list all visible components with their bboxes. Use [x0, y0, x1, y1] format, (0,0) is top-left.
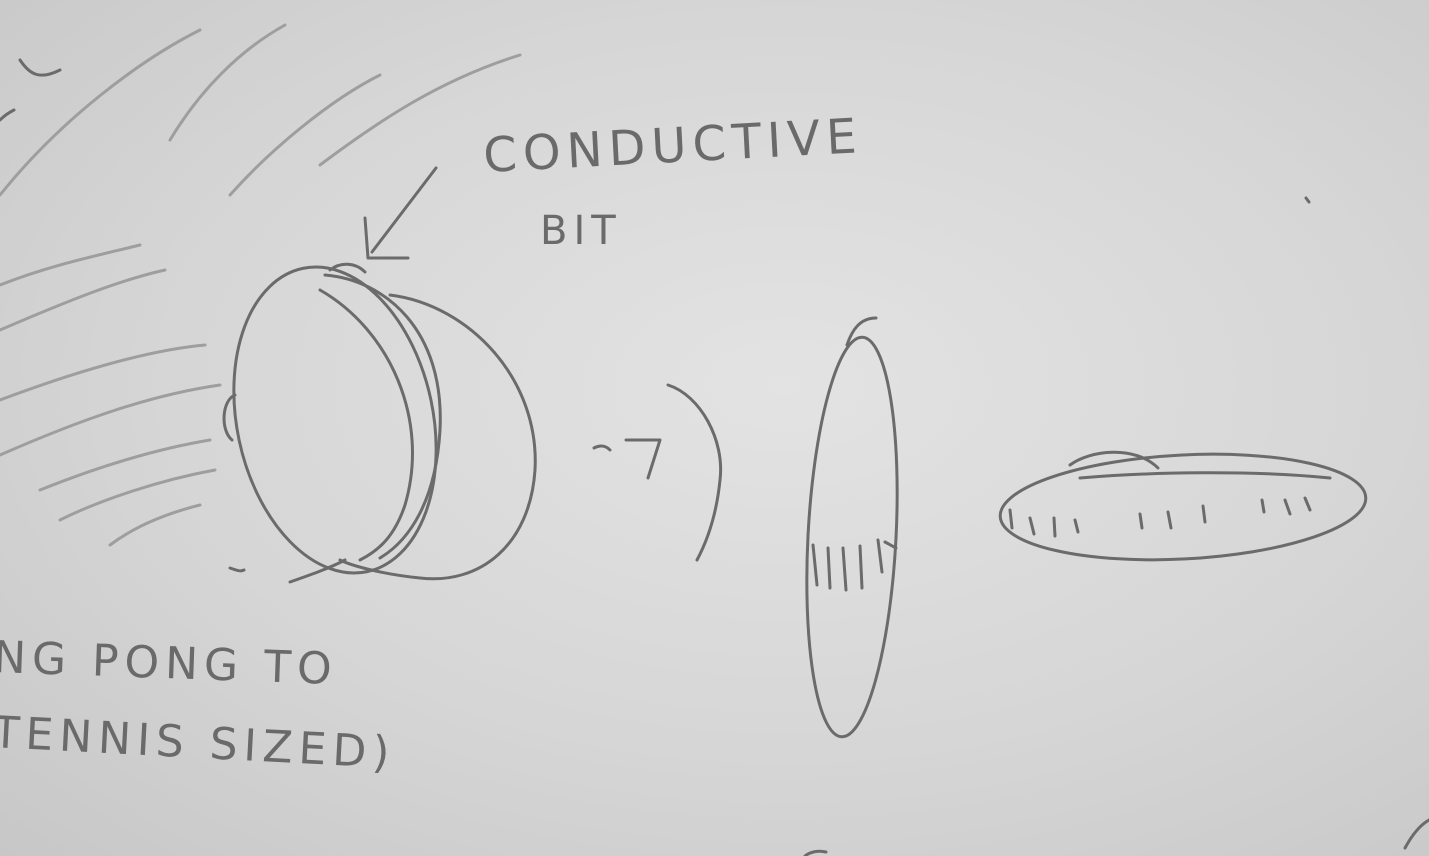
motion-marks — [592, 383, 723, 562]
flattened-disc-horizontal — [998, 450, 1368, 562]
label-bit: BIT — [540, 208, 622, 254]
background-hatching — [0, 23, 522, 547]
stray-marks — [803, 196, 1429, 856]
flattened-disc-vertical — [805, 316, 899, 739]
ball-drawing — [222, 262, 537, 584]
arrow-icon — [363, 166, 438, 260]
